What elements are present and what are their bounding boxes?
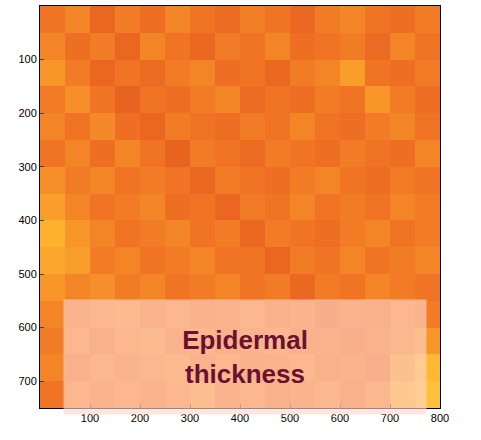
svg-text:500: 500: [18, 268, 36, 280]
svg-text:200: 200: [18, 107, 36, 119]
svg-text:200: 200: [131, 412, 149, 424]
svg-text:100: 100: [81, 412, 99, 424]
svg-text:600: 600: [18, 321, 36, 333]
svg-text:300: 300: [18, 161, 36, 173]
svg-text:600: 600: [331, 412, 349, 424]
svg-text:Epidermalthickness: Epidermalthickness: [182, 325, 308, 389]
svg-text:100: 100: [18, 53, 36, 65]
svg-text:700: 700: [18, 375, 36, 387]
svg-text:800: 800: [431, 412, 449, 424]
svg-text:700: 700: [381, 412, 399, 424]
svg-text:500: 500: [281, 412, 299, 424]
svg-text:300: 300: [181, 412, 199, 424]
svg-text:400: 400: [231, 412, 249, 424]
svg-text:400: 400: [18, 214, 36, 226]
